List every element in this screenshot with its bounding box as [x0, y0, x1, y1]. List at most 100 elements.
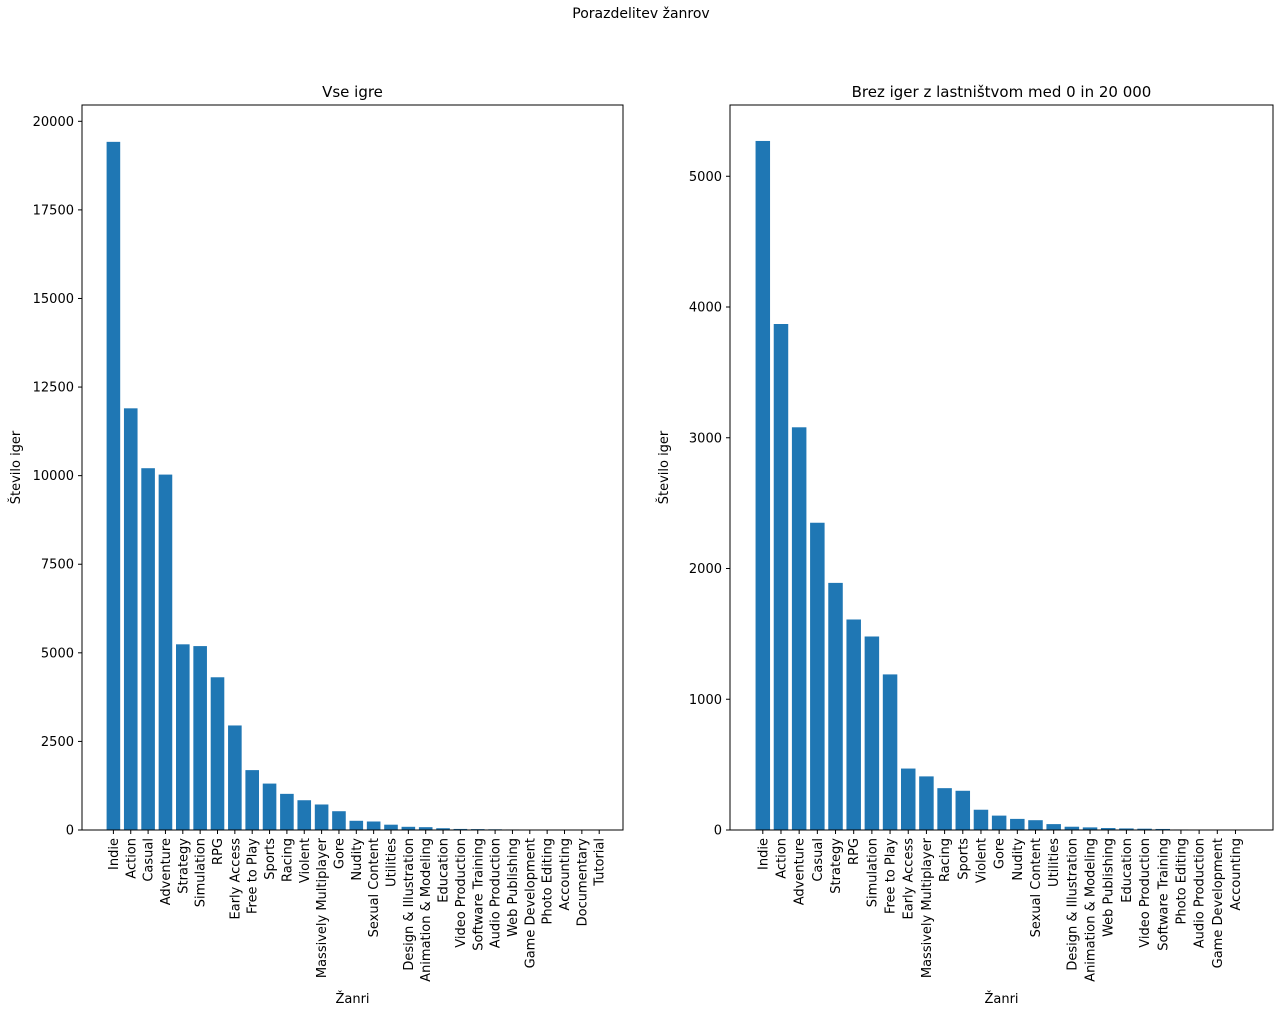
- chart1-bar-utilities: [384, 824, 398, 830]
- chart1-bar-animation-modeling: [418, 827, 433, 830]
- chart1-bar-nudity: [349, 820, 364, 830]
- chart2-xtick-label: Utilities: [1047, 838, 1062, 887]
- chart1-xtick-label: Photo Editing: [541, 838, 556, 925]
- chart2-ytick-label: 0: [714, 824, 722, 839]
- chart1-bar-action: [123, 408, 138, 830]
- chart1-ytick-label: 20000: [33, 115, 74, 130]
- chart1-xtick-label: Gore: [332, 838, 347, 869]
- chart1-xtick-label: Utilities: [385, 838, 400, 887]
- chart2-bar-rpg: [846, 619, 861, 830]
- chart2-bar-action: [773, 324, 789, 830]
- chart2-xtick-label: Strategy: [829, 838, 844, 894]
- chart1-xtick-label: Casual: [142, 838, 157, 882]
- chart1-bar-massively-multiplayer: [314, 804, 329, 830]
- chart2-xtick-label: Simulation: [865, 838, 880, 907]
- chart1-xtick-label: Tutorial: [593, 838, 608, 887]
- chart1-ytick-label: 2500: [41, 735, 74, 750]
- chart2-xtick-label: Design & Illustration: [1065, 838, 1080, 971]
- chart2-xtick-label: Education: [1120, 838, 1135, 903]
- chart2-title: Brez iger z lastništvom med 0 in 20 000: [852, 83, 1152, 101]
- chart1-bar-strategy: [176, 644, 190, 830]
- chart1-xtick-label: Indie: [107, 838, 122, 870]
- chart1-bar-sports: [262, 783, 277, 830]
- chart1-xlabel: Žanri: [335, 991, 369, 1007]
- chart2-bar-education: [1119, 828, 1134, 830]
- chart1-xtick-label: Sports: [263, 838, 278, 880]
- chart1-xtick-label: Accounting: [558, 838, 573, 911]
- chart1-bar-violent: [297, 800, 312, 830]
- chart2-xtick-label: Massively Multiplayer: [920, 837, 935, 978]
- chart2-ytick-label: 2000: [689, 562, 722, 577]
- chart1-bar-video-production: [453, 828, 468, 830]
- chart2-xtick-label: Game Development: [1211, 838, 1226, 968]
- chart2-bar-nudity: [1010, 818, 1025, 830]
- chart1-bar-early-access: [228, 725, 242, 830]
- chart1-title: Vse igre: [322, 83, 383, 101]
- chart2-bar-early-access: [900, 768, 916, 830]
- chart2-xtick-label: Animation & Modeling: [1084, 838, 1099, 982]
- chart2-bar-adventure: [791, 427, 807, 830]
- chart2-xtick-label: Software Training: [1156, 838, 1171, 951]
- chart2-xtick-label: Indie: [756, 838, 771, 870]
- chart1-xtick-label: Web Publishing: [506, 838, 521, 937]
- chart1-xtick-label: Video Production: [454, 838, 469, 948]
- chart1-xtick-label: Action: [124, 838, 139, 879]
- chart2-ytick-label: 3000: [689, 431, 722, 446]
- chart2-bar-sexual-content: [1028, 820, 1043, 830]
- chart1-ylabel: Število iger: [8, 430, 24, 504]
- chart2-xtick-label: Adventure: [793, 838, 808, 905]
- chart2-bar-indie: [755, 140, 771, 830]
- chart2-bar-sports: [955, 790, 971, 830]
- chart1-xtick-label: Design & Illustration: [402, 838, 417, 971]
- chart2-bar-animation-modeling: [1082, 827, 1098, 830]
- chart2-bar-simulation: [864, 636, 880, 830]
- chart1-bar-simulation: [193, 646, 207, 830]
- chart2-bar-racing: [937, 788, 952, 830]
- chart1-ytick-label: 12500: [33, 381, 74, 396]
- chart1-xtick-label: Adventure: [159, 838, 174, 905]
- chart2-xtick-label: Free to Play: [884, 838, 899, 914]
- figure-suptitle: Porazdelitev žanrov: [572, 6, 710, 22]
- chart1-xtick-label: Animation & Modeling: [419, 838, 434, 982]
- chart1-xtick-label: Sexual Content: [367, 838, 382, 937]
- chart2-bar-casual: [810, 522, 825, 830]
- chart2-ylabel: Število iger: [656, 430, 672, 504]
- chart1-bar-casual: [141, 468, 155, 830]
- chart1-xtick-label: Racing: [280, 838, 295, 882]
- chart2-bar-gore: [991, 815, 1007, 830]
- chart1-bar-design-illustration: [401, 826, 416, 830]
- chart1-xtick-label: Early Access: [228, 838, 243, 920]
- chart2-bar-strategy: [828, 582, 843, 830]
- chart1-xtick-label: Software Training: [471, 838, 486, 951]
- chart1-xtick-label: Documentary: [575, 838, 590, 927]
- chart1-xtick-label: Simulation: [194, 838, 209, 907]
- chart1-bar-education: [436, 828, 450, 830]
- chart1-bar-rpg: [210, 677, 225, 830]
- chart1-xtick-label: Game Development: [523, 838, 538, 968]
- chart2-xtick-label: Web Publishing: [1102, 838, 1117, 937]
- chart1-xtick-label: Massively Multiplayer: [315, 837, 330, 978]
- chart2-ytick-label: 4000: [689, 301, 722, 316]
- chart1-ytick-label: 10000: [33, 469, 74, 484]
- chart2-xtick-label: Racing: [938, 838, 953, 882]
- chart2-xtick-label: RPG: [847, 838, 862, 865]
- chart2-xtick-label: Action: [774, 838, 789, 879]
- chart2-bar-design-illustration: [1064, 826, 1080, 830]
- chart1-xtick-label: Violent: [298, 838, 313, 883]
- chart2-bar-video-production: [1137, 828, 1152, 830]
- chart1-bar-adventure: [158, 474, 173, 830]
- chart1-xtick-label: Education: [437, 838, 452, 903]
- chart1-xtick-label: Strategy: [176, 838, 191, 894]
- chart2-xtick-label: Early Access: [902, 838, 917, 920]
- chart2-bar-massively-multiplayer: [919, 776, 934, 830]
- chart2-bar-utilities: [1046, 824, 1061, 830]
- chart1-ytick-label: 5000: [41, 646, 74, 661]
- chart1-ytick-label: 0: [66, 824, 74, 839]
- chart1-ytick-label: 17500: [33, 203, 74, 218]
- chart1-ytick-label: 15000: [33, 292, 74, 307]
- chart2-bar-free-to-play: [882, 674, 898, 830]
- chart2-xtick-label: Casual: [811, 838, 826, 882]
- chart2-xtick-label: Sexual Content: [1029, 838, 1044, 937]
